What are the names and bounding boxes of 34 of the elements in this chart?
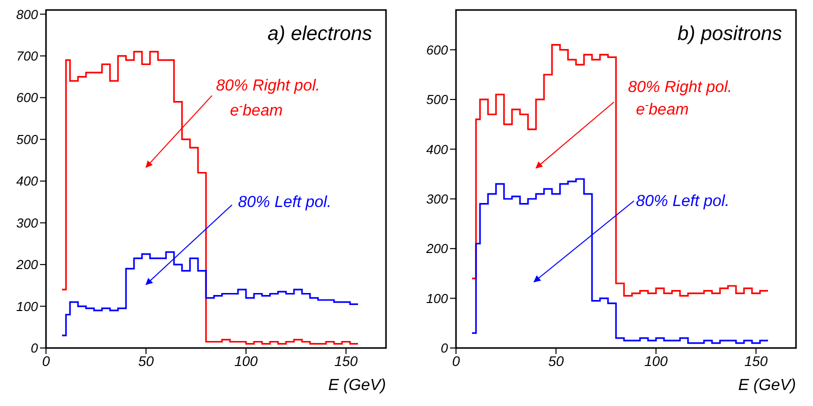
- annotation: e$^{-}$beam: [230, 100, 283, 120]
- y-tick-label: 600: [426, 42, 449, 58]
- y-tick-label: 700: [16, 48, 39, 64]
- annotation: 80% Left pol.: [238, 194, 332, 211]
- y-tick-label: 100: [426, 290, 449, 306]
- annotation: 80% Right pol.: [216, 78, 320, 95]
- y-tick-label: 200: [15, 257, 39, 272]
- x-tick-label: 100: [644, 352, 668, 369]
- x-axis-title: E (GeV): [328, 377, 386, 394]
- x-tick-label: 100: [234, 352, 258, 369]
- y-tick-label: 0: [440, 340, 449, 356]
- x-tick-label: 0: [42, 352, 50, 369]
- text: a) electrons: [268, 23, 372, 45]
- y-tick-label: 400: [426, 142, 449, 157]
- x-tick-label: 50: [548, 352, 564, 369]
- y-tick-label: 500: [426, 92, 449, 108]
- x-tick-label: 0: [452, 352, 460, 369]
- text: b) positrons: [678, 23, 782, 45]
- annotation: 80% Right pol.: [628, 79, 732, 96]
- x-tick-label: 150: [744, 352, 768, 369]
- y-tick-label: 300: [426, 191, 449, 206]
- y-tick-label: 200: [425, 241, 449, 256]
- annotation: 80% Left pol.: [636, 192, 730, 210]
- annotation: e$^{-}$beam: [636, 99, 689, 118]
- y-tick-label: 800: [16, 6, 39, 22]
- y-tick-label: 300: [16, 215, 39, 230]
- y-tick-label: 0: [30, 340, 39, 356]
- y-tick-label: 600: [16, 90, 39, 106]
- x-axis-title: E (GeV): [738, 377, 796, 394]
- x-tick-label: 150: [334, 352, 358, 369]
- x-tick-label: 50: [138, 352, 154, 369]
- y-tick-label: 400: [16, 174, 39, 189]
- y-tick-label: 100: [16, 298, 39, 314]
- y-tick-label: 500: [16, 132, 39, 147]
